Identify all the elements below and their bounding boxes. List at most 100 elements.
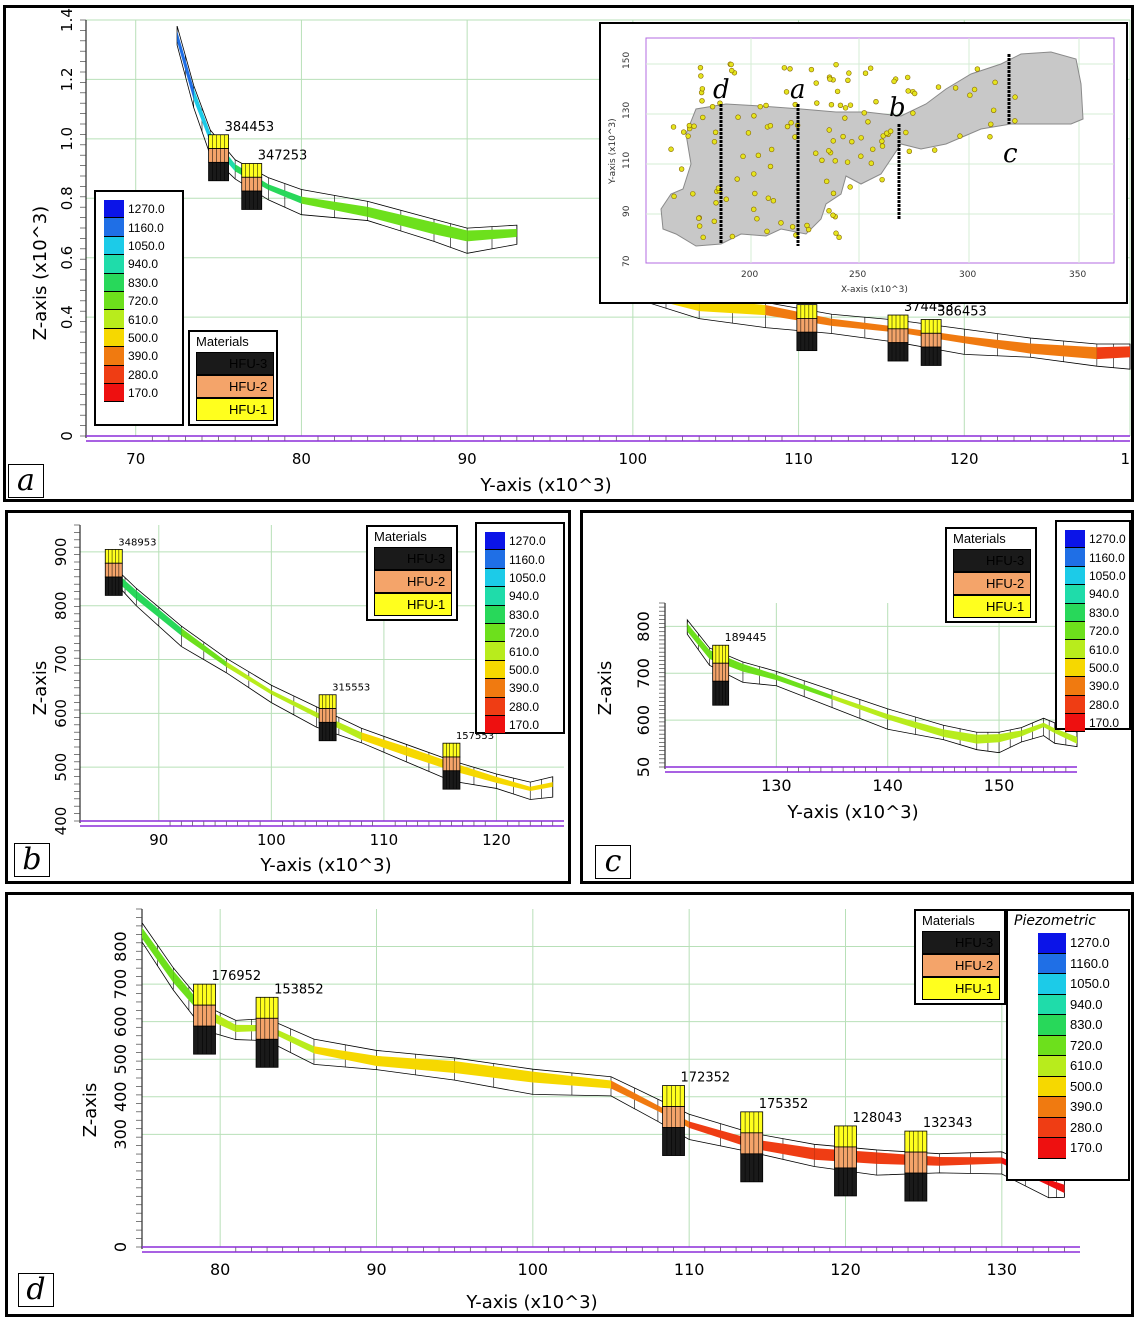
inset-well-dot [680, 129, 687, 135]
well-column: 189445 [712, 631, 767, 706]
inset-well-dot [880, 133, 886, 139]
x-tick-label: 130 [987, 1260, 1018, 1279]
inset-well-dot [745, 130, 752, 136]
inset-well-dot [870, 146, 876, 152]
legend-material-label: HFU-1 [986, 599, 1025, 614]
legend-swatch [1038, 994, 1066, 1015]
legend-swatch [104, 384, 124, 403]
well-layer [255, 1038, 279, 1068]
legend-value: 940.0 [128, 257, 159, 272]
well-layer [442, 756, 461, 772]
well-label: 315553 [332, 683, 370, 694]
well-column: 348953 [104, 537, 156, 596]
y-tick-label: 400 [111, 1082, 130, 1113]
inset-well-dot [1012, 118, 1018, 124]
x-axis-label: Y-axis (x10^3) [786, 802, 918, 823]
inset-well-dot [840, 133, 846, 140]
inset-well-dot [846, 70, 852, 76]
inset-well-dot [967, 92, 973, 98]
inset-well-dot [879, 143, 886, 149]
well-layer [740, 1111, 764, 1134]
x-tick-label: 100 [257, 831, 286, 849]
water-table-band [943, 729, 977, 744]
legend-material-label: HFU-1 [407, 597, 446, 612]
water-table-band [301, 196, 368, 217]
legend-swatch [485, 697, 505, 716]
well-layer [904, 1151, 928, 1174]
inset-y-label: Y-axis (x10^3) [608, 118, 618, 185]
legend-swatch [104, 292, 124, 311]
well-layer [920, 319, 942, 334]
water-table-band [687, 623, 710, 659]
inset-well-dot [990, 107, 997, 113]
inset-well-dot [787, 66, 793, 72]
water-table-band [939, 1156, 1002, 1166]
legend-value: 390.0 [1089, 679, 1120, 694]
legend-value: 390.0 [1070, 1099, 1103, 1115]
legend-swatch [485, 532, 505, 551]
inset-well-dot [814, 100, 820, 106]
well-layer [193, 1025, 216, 1055]
inset-well-dot [879, 176, 885, 183]
well-layer [740, 1132, 764, 1155]
inset-tick: 90 [622, 205, 632, 217]
y-tick-label: 0.4 [58, 305, 76, 329]
legend-swatch [1065, 714, 1085, 733]
inset-well-dot [698, 73, 704, 79]
well-layer [796, 318, 818, 333]
legend-swatch [485, 568, 505, 588]
inset-well-dot [867, 65, 874, 71]
legend-swatch [104, 310, 124, 329]
legend-swatch [1038, 1056, 1066, 1077]
legend-value: 1160.0 [509, 552, 545, 567]
inset-label-b: b [889, 93, 906, 123]
inset-well-dot [728, 61, 734, 68]
legend-value: 940.0 [1089, 587, 1120, 602]
inset-well-dot [691, 123, 697, 129]
legend-value: 1160.0 [128, 220, 164, 235]
plot-area: 130 140 150 50 600 700 800 189445 [634, 602, 1078, 795]
inset-well-dot [700, 114, 706, 121]
legend-swatch [104, 255, 124, 274]
well-column: 315553 [318, 683, 370, 742]
y-tick-label: 500 [111, 1044, 130, 1075]
well-layer [318, 694, 337, 709]
legend-material: HFU-1 [196, 398, 274, 421]
inset-well-dot [836, 234, 842, 241]
x-tick-label: 150 [984, 776, 1015, 795]
water-table-band [181, 627, 227, 668]
inset-well-dot [842, 115, 848, 121]
legend-swatch [1065, 566, 1085, 586]
x-tick-label: 90 [149, 831, 168, 849]
inset-well-dot [757, 103, 763, 110]
legend-swatch [485, 587, 505, 606]
inset-well-dot [952, 85, 959, 91]
legend-swatch [1065, 530, 1085, 549]
legend-material: HFU-3 [922, 931, 1000, 954]
x-tick-label: 110 [370, 831, 399, 849]
legend-value: 720.0 [1089, 624, 1120, 639]
inset-well-dot [931, 147, 938, 153]
well-layer [208, 134, 229, 149]
legend-material: HFU-2 [953, 572, 1031, 595]
legend-material-label: HFU-1 [955, 981, 994, 996]
inset-well-dot [668, 146, 674, 152]
well-layer [193, 1004, 216, 1027]
water-table-band [964, 336, 1031, 354]
well-layer [920, 332, 942, 348]
legend-value: 940.0 [1070, 996, 1103, 1012]
well-column: 175352 [740, 1097, 808, 1183]
inset-well-dot [879, 138, 885, 144]
inset-tick: 250 [849, 270, 866, 280]
inset-well-dot [828, 102, 835, 108]
water-table-band [611, 1080, 658, 1112]
x-axis-label: Y-axis (x10^3) [479, 475, 611, 496]
inset-tick: 300 [959, 270, 976, 280]
water-table-band [313, 1046, 377, 1066]
water-table-band [434, 222, 468, 242]
water-table-band [451, 762, 497, 783]
inset-well-dot [858, 153, 864, 159]
materials-legend: Materials HFU-3 HFU-2 HFU-1 [366, 525, 458, 621]
y-axis-label: Z-axis [80, 1083, 101, 1138]
inset-tick: 350 [1069, 270, 1086, 280]
